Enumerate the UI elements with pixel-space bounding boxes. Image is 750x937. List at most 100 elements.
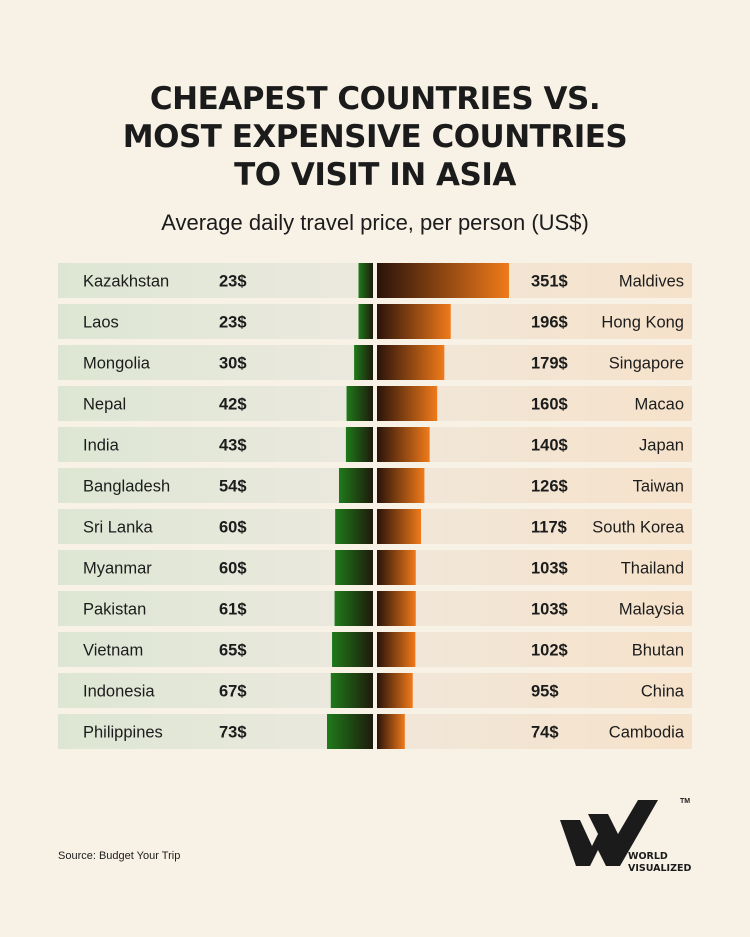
country-label-expensive: Japan xyxy=(639,437,684,455)
country-label-expensive: Maldives xyxy=(619,273,684,291)
value-label-expensive: 102$ xyxy=(531,642,568,660)
bar-cheap-sri-lanka xyxy=(335,509,373,544)
brand-name: WORLD VISUALIZED xyxy=(628,851,691,875)
country-label-cheap: Myanmar xyxy=(83,560,152,578)
value-label-expensive: 126$ xyxy=(531,478,568,496)
row-background-cheap xyxy=(58,263,373,298)
value-label-expensive: 117$ xyxy=(531,519,567,537)
bar-expensive-taiwan xyxy=(377,468,425,503)
row-background-cheap xyxy=(58,304,373,339)
country-label-expensive: Malaysia xyxy=(619,601,685,619)
bar-expensive-malaysia xyxy=(377,591,416,626)
country-label-cheap: Bangladesh xyxy=(83,478,170,496)
bar-cheap-vietnam xyxy=(332,632,373,667)
bar-cheap-kazakhstan xyxy=(358,263,373,298)
value-label-cheap: 23$ xyxy=(219,314,247,332)
bar-cheap-indonesia xyxy=(330,673,373,708)
country-label-cheap: Indonesia xyxy=(83,683,155,701)
bar-expensive-cambodia xyxy=(377,714,405,749)
row-background-cheap xyxy=(58,632,373,667)
value-label-expensive: 140$ xyxy=(531,437,568,455)
chart-title: CHEAPEST COUNTRIES VS. MOST EXPENSIVE CO… xyxy=(0,80,750,194)
bar-cheap-india xyxy=(345,427,373,462)
row-background-expensive xyxy=(377,632,692,667)
title-line-1: CHEAPEST COUNTRIES VS. xyxy=(149,81,601,117)
value-label-cheap: 30$ xyxy=(219,355,247,373)
bar-expensive-thailand xyxy=(377,550,416,585)
row-background-expensive xyxy=(377,468,692,503)
country-label-cheap: India xyxy=(83,437,120,455)
row-background-cheap xyxy=(58,550,373,585)
value-label-cheap: 54$ xyxy=(219,478,247,496)
chart-subtitle: Average daily travel price, per person (… xyxy=(161,210,589,235)
bar-cheap-laos xyxy=(358,304,373,339)
row-background-cheap xyxy=(58,345,373,380)
bar-cheap-nepal xyxy=(346,386,373,421)
country-label-expensive: China xyxy=(641,683,685,701)
bar-cheap-myanmar xyxy=(335,550,373,585)
source-note: Source: Budget Your Trip xyxy=(58,850,181,862)
country-label-cheap: Pakistan xyxy=(83,601,146,619)
country-label-expensive: Macao xyxy=(634,396,684,414)
bar-expensive-south-korea xyxy=(377,509,421,544)
row-background-expensive xyxy=(377,714,692,749)
row-background-cheap xyxy=(58,509,373,544)
row-background-expensive xyxy=(377,591,692,626)
row-background-cheap xyxy=(58,673,373,708)
title-line-2: MOST EXPENSIVE COUNTRIES xyxy=(122,119,628,155)
country-label-cheap: Mongolia xyxy=(83,355,151,373)
trademark-mark: TM xyxy=(680,798,691,805)
bar-expensive-bhutan xyxy=(377,632,416,667)
bar-cheap-mongolia xyxy=(354,345,373,380)
value-label-cheap: 42$ xyxy=(219,396,247,414)
row-background-cheap xyxy=(58,427,373,462)
country-label-expensive: Cambodia xyxy=(609,724,685,742)
value-label-expensive: 351$ xyxy=(531,273,568,291)
bar-expensive-china xyxy=(377,673,413,708)
country-label-cheap: Sri Lanka xyxy=(83,519,154,537)
country-label-expensive: Hong Kong xyxy=(601,314,684,332)
value-label-expensive: 74$ xyxy=(531,724,559,742)
value-label-cheap: 67$ xyxy=(219,683,247,701)
value-label-cheap: 61$ xyxy=(219,601,247,619)
country-label-cheap: Kazakhstan xyxy=(83,273,169,291)
bar-expensive-macao xyxy=(377,386,438,421)
bar-expensive-singapore xyxy=(377,345,445,380)
value-label-expensive: 160$ xyxy=(531,396,568,414)
bar-cheap-philippines xyxy=(327,714,373,749)
row-background-cheap xyxy=(58,714,373,749)
row-background-expensive xyxy=(377,550,692,585)
world-visualized-logo xyxy=(560,800,658,866)
value-label-expensive: 179$ xyxy=(531,355,568,373)
row-background-expensive xyxy=(377,509,692,544)
value-label-cheap: 43$ xyxy=(219,437,247,455)
country-label-expensive: Singapore xyxy=(609,355,684,373)
row-background-expensive xyxy=(377,673,692,708)
bar-expensive-maldives xyxy=(377,263,509,298)
value-label-cheap: 73$ xyxy=(219,724,247,742)
country-label-cheap: Laos xyxy=(83,314,119,332)
country-label-cheap: Philippines xyxy=(83,724,163,742)
brand-line-2: VISUALIZED xyxy=(628,863,692,874)
brand-line-1: WORLD xyxy=(628,851,668,862)
row-background-cheap xyxy=(58,591,373,626)
bar-cheap-pakistan xyxy=(334,591,373,626)
country-label-cheap: Nepal xyxy=(83,396,126,414)
row-background-cheap xyxy=(58,386,373,421)
row-background-cheap xyxy=(58,468,373,503)
title-line-3: TO VISIT IN ASIA xyxy=(234,157,516,193)
value-label-expensive: 196$ xyxy=(531,314,568,332)
bar-expensive-japan xyxy=(377,427,430,462)
bar-cheap-bangladesh xyxy=(338,468,373,503)
value-label-expensive: 103$ xyxy=(531,601,568,619)
country-label-expensive: Bhutan xyxy=(632,642,684,660)
country-label-expensive: South Korea xyxy=(592,519,685,537)
bar-expensive-hong-kong xyxy=(377,304,451,339)
value-label-cheap: 65$ xyxy=(219,642,247,660)
value-label-expensive: 103$ xyxy=(531,560,568,578)
country-label-expensive: Taiwan xyxy=(633,478,684,496)
country-label-cheap: Vietnam xyxy=(83,642,143,660)
value-label-cheap: 60$ xyxy=(219,519,247,537)
country-label-expensive: Thailand xyxy=(621,560,684,578)
